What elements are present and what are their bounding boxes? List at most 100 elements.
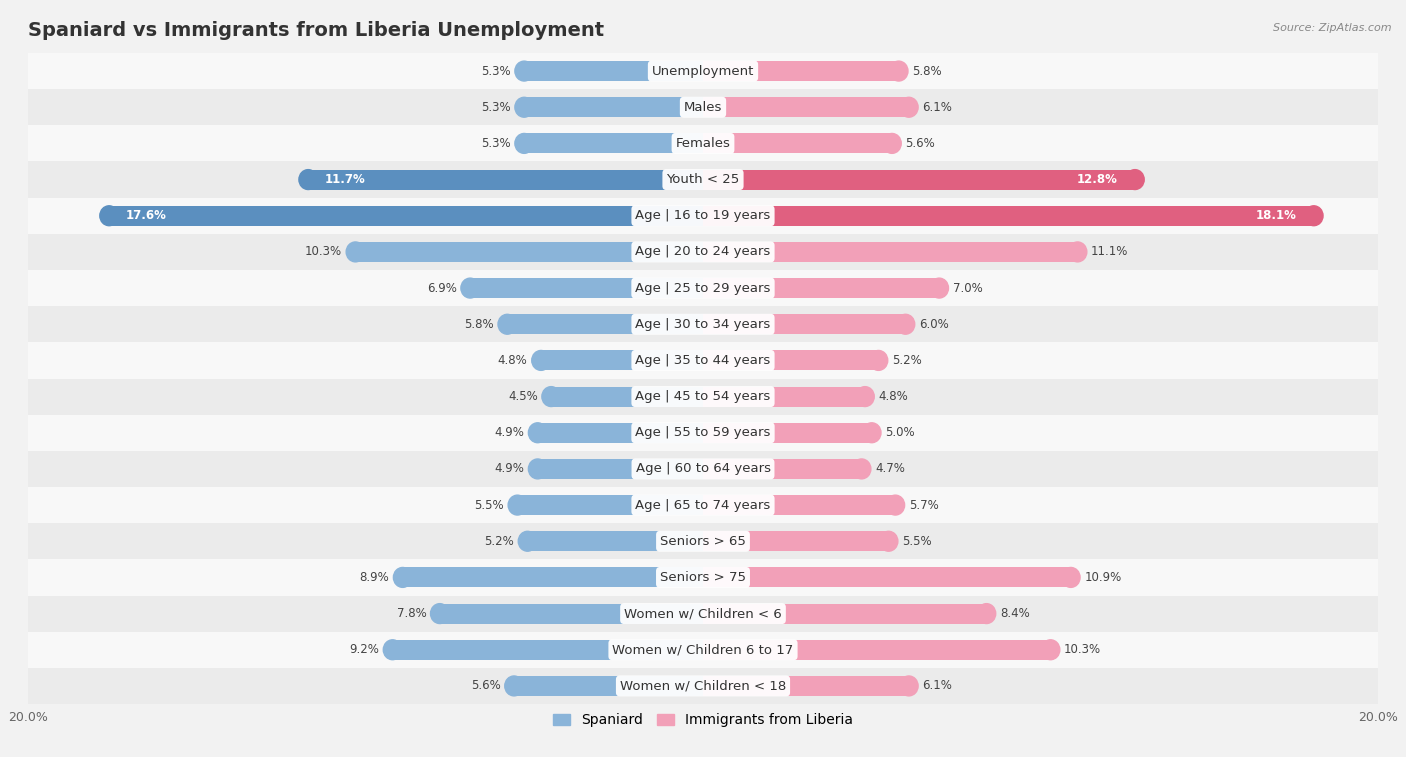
Text: Seniors > 65: Seniors > 65 [659, 534, 747, 548]
Circle shape [515, 133, 533, 154]
Text: Age | 65 to 74 years: Age | 65 to 74 years [636, 499, 770, 512]
Text: 5.3%: 5.3% [481, 137, 510, 150]
Circle shape [346, 242, 364, 262]
Circle shape [529, 423, 547, 443]
Text: Seniors > 75: Seniors > 75 [659, 571, 747, 584]
Bar [703, 568, 1071, 587]
Circle shape [900, 98, 918, 117]
Bar [703, 61, 898, 81]
Bar [703, 531, 889, 551]
Circle shape [515, 61, 533, 81]
Bar [28, 487, 1378, 523]
Text: 4.5%: 4.5% [508, 390, 537, 403]
Bar [28, 342, 1378, 378]
Text: 5.8%: 5.8% [912, 64, 942, 77]
Text: 9.2%: 9.2% [349, 643, 380, 656]
Bar [703, 423, 872, 443]
Bar [28, 378, 1378, 415]
Text: 7.8%: 7.8% [396, 607, 426, 620]
Text: 5.3%: 5.3% [481, 101, 510, 114]
Bar [537, 423, 703, 443]
Text: 12.8%: 12.8% [1077, 173, 1118, 186]
Text: 5.7%: 5.7% [908, 499, 939, 512]
Bar [703, 495, 896, 515]
Text: Women w/ Children < 18: Women w/ Children < 18 [620, 680, 786, 693]
Bar [28, 161, 1378, 198]
Bar [28, 451, 1378, 487]
Bar [703, 459, 862, 479]
Text: 5.8%: 5.8% [464, 318, 494, 331]
Bar [28, 415, 1378, 451]
Text: Age | 25 to 29 years: Age | 25 to 29 years [636, 282, 770, 294]
Circle shape [879, 531, 898, 551]
Bar [703, 242, 1077, 262]
Circle shape [1062, 568, 1080, 587]
Bar [508, 314, 703, 334]
Circle shape [498, 314, 516, 334]
Text: 5.5%: 5.5% [474, 499, 503, 512]
Bar [515, 676, 703, 696]
Bar [402, 568, 703, 587]
Bar [470, 278, 703, 298]
Circle shape [541, 387, 561, 407]
Bar [517, 495, 703, 515]
Text: Age | 45 to 54 years: Age | 45 to 54 years [636, 390, 770, 403]
Bar [524, 61, 703, 81]
Text: 11.1%: 11.1% [1091, 245, 1129, 258]
Bar [524, 98, 703, 117]
Text: Females: Females [675, 137, 731, 150]
Text: 4.8%: 4.8% [498, 354, 527, 367]
Text: 5.0%: 5.0% [886, 426, 915, 439]
Text: Source: ZipAtlas.com: Source: ZipAtlas.com [1274, 23, 1392, 33]
Text: Age | 35 to 44 years: Age | 35 to 44 years [636, 354, 770, 367]
Bar [703, 278, 939, 298]
Circle shape [100, 206, 118, 226]
Bar [703, 170, 1135, 189]
Circle shape [1126, 170, 1144, 189]
Bar [541, 350, 703, 370]
Circle shape [508, 495, 527, 515]
Text: Males: Males [683, 101, 723, 114]
Bar [308, 170, 703, 189]
Text: 6.9%: 6.9% [427, 282, 457, 294]
Circle shape [299, 170, 318, 189]
Bar [703, 314, 905, 334]
Text: 8.9%: 8.9% [360, 571, 389, 584]
Bar [28, 53, 1378, 89]
Bar [703, 387, 865, 407]
Circle shape [900, 676, 918, 696]
Text: 10.3%: 10.3% [305, 245, 342, 258]
Circle shape [529, 459, 547, 479]
Bar [440, 603, 703, 624]
Bar [703, 676, 908, 696]
Bar [28, 270, 1378, 306]
Text: 5.6%: 5.6% [471, 680, 501, 693]
Text: 5.5%: 5.5% [903, 534, 932, 548]
Text: 17.6%: 17.6% [127, 209, 167, 223]
Circle shape [505, 676, 523, 696]
Text: 6.1%: 6.1% [922, 680, 952, 693]
Circle shape [430, 603, 449, 624]
Circle shape [1069, 242, 1087, 262]
Bar [703, 98, 908, 117]
Text: 6.0%: 6.0% [920, 318, 949, 331]
Bar [392, 640, 703, 659]
Circle shape [896, 314, 915, 334]
Bar [703, 133, 891, 154]
Circle shape [929, 278, 949, 298]
Text: 6.1%: 6.1% [922, 101, 952, 114]
Bar [28, 668, 1378, 704]
Legend: Spaniard, Immigrants from Liberia: Spaniard, Immigrants from Liberia [548, 708, 858, 733]
Circle shape [515, 98, 533, 117]
Bar [703, 206, 1313, 226]
Bar [28, 596, 1378, 631]
Circle shape [869, 350, 887, 370]
Text: Unemployment: Unemployment [652, 64, 754, 77]
Bar [28, 523, 1378, 559]
Text: Age | 60 to 64 years: Age | 60 to 64 years [636, 463, 770, 475]
Text: 11.7%: 11.7% [325, 173, 366, 186]
Bar [703, 640, 1050, 659]
Circle shape [852, 459, 870, 479]
Circle shape [886, 495, 904, 515]
Text: 4.7%: 4.7% [875, 463, 905, 475]
